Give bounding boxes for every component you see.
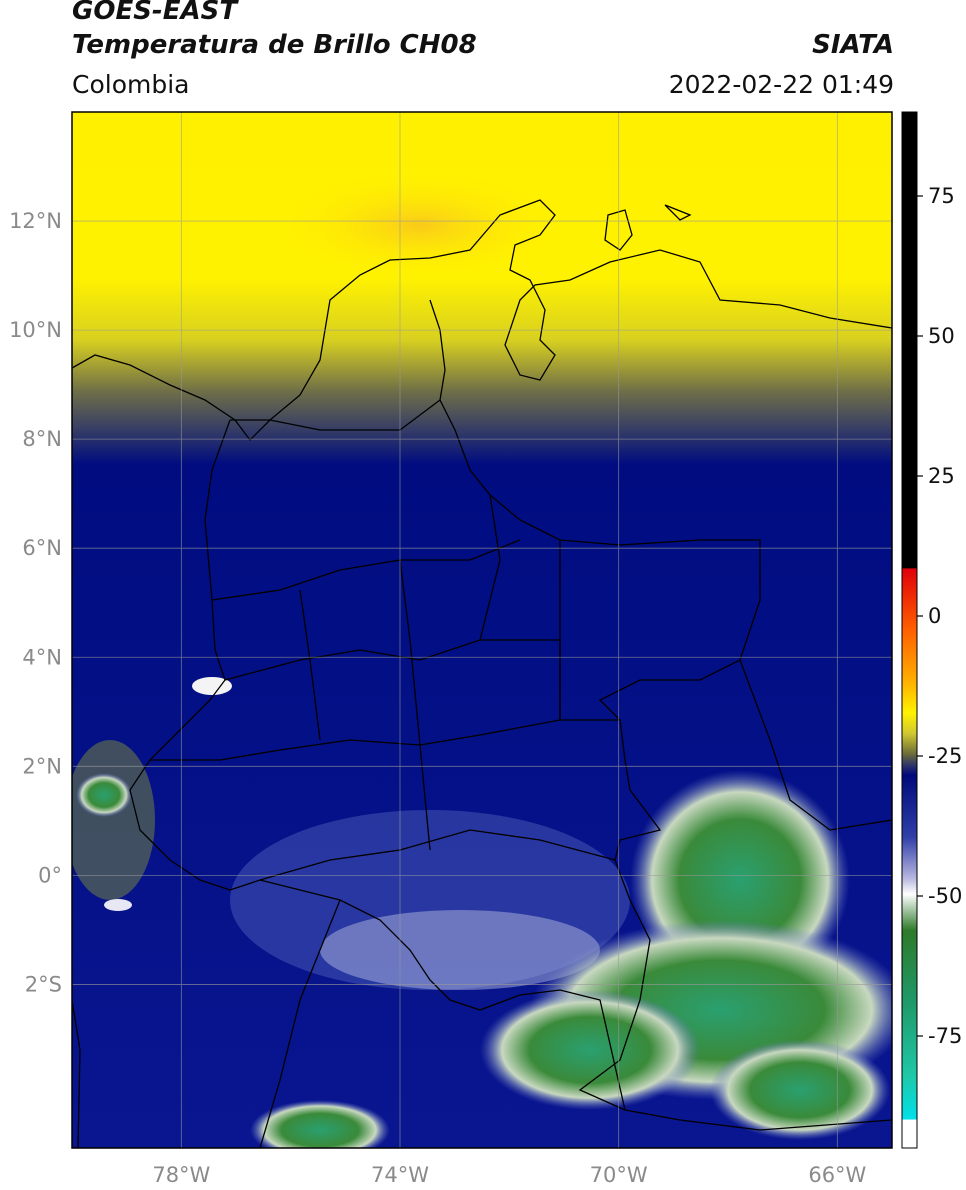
lon-tick-label: 78°W [152,1163,210,1187]
colorbar-tick-label: 75 [928,184,955,208]
map-frame [71,111,893,1149]
region-label: Colombia [72,70,190,99]
colorbar-tick-label: 25 [928,464,955,488]
gridlines [72,112,892,1148]
agency-label: SIATA [812,30,894,60]
lon-tick-label: 74°W [371,1163,429,1187]
colorbar-tick-label: -75 [928,1024,962,1048]
lon-tick-label: 66°W [808,1163,866,1187]
lat-tick-label: 6°N [22,536,62,560]
coastline-borders [72,199,892,1148]
colorbar-ticks: 75 50 25 0 -25 -50 -75 [917,184,962,1048]
lon-tick-label: 70°W [590,1163,648,1187]
lon-tick-labels: 78°W 74°W 70°W 66°W [152,1163,866,1187]
lat-tick-label: 2°N [22,754,62,778]
colorbar-tick-label: -50 [928,884,962,908]
lat-tick-label: 12°N [9,209,62,233]
lat-tick-label: 8°N [22,427,62,451]
colorbar [901,111,918,1149]
lat-tick-label: 4°N [22,645,62,669]
satellite-title: GOES-EAST [72,0,238,26]
lat-tick-label: 2°S [25,972,62,996]
colorbar-tick-label: -25 [928,744,962,768]
lat-tick-label: 0° [38,863,62,887]
satellite-imagery [72,112,892,1148]
lat-tick-labels: 12°N 10°N 8°N 6°N 4°N 2°N 0° 2°S [9,209,62,996]
colorbar-tick-label: 50 [928,324,955,348]
datetime-label: 2022-02-22 01:49 [668,70,894,99]
lat-tick-label: 10°N [9,318,62,342]
colorbar-tick-label: 0 [928,604,941,628]
product-title: Temperatura de Brillo CH08 [72,30,477,60]
